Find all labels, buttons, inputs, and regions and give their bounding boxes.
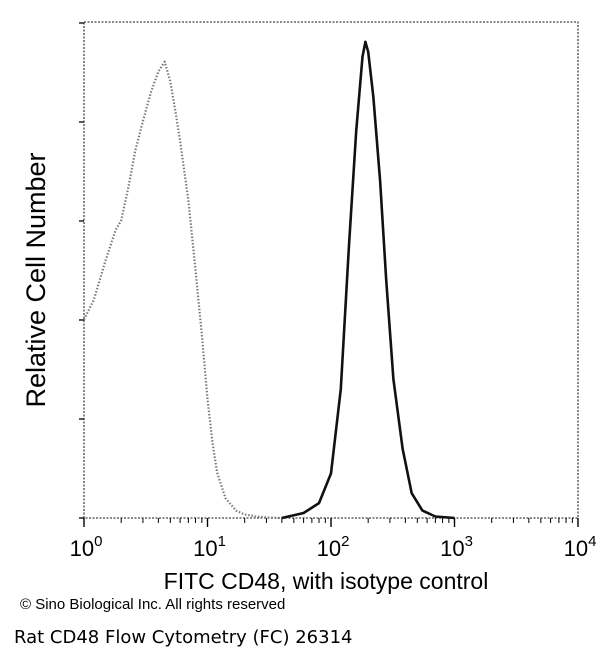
x-tick-exponent: 0 — [94, 533, 102, 550]
x-tick-exponent: 3 — [465, 533, 473, 550]
copyright-notice: © Sino Biological Inc. All rights reserv… — [20, 596, 286, 613]
x-tick-label: 100 — [70, 533, 103, 561]
x-tick-base: 10 — [564, 536, 588, 561]
x-tick-base: 10 — [193, 536, 217, 561]
x-tick-exponent: 2 — [341, 533, 349, 550]
x-tick-label: 102 — [317, 533, 350, 561]
series-isotype-control-line — [83, 60, 282, 520]
x-tick-base: 10 — [317, 536, 341, 561]
x-axis-tick-labels: 100 101 102 103 104 — [70, 533, 597, 561]
x-axis-ticks — [83, 518, 579, 527]
plot-frame — [83, 21, 579, 519]
y-axis-title: Relative Cell Number — [21, 152, 51, 407]
x-tick-base: 10 — [440, 536, 464, 561]
figure-caption: Rat CD48 Flow Cytometry (FC) 26314 — [14, 627, 353, 648]
x-tick-label: 101 — [193, 533, 226, 561]
x-tick-label: 103 — [440, 533, 473, 561]
y-axis-ticks — [79, 22, 84, 519]
x-tick-exponent: 1 — [218, 533, 226, 550]
series-layer — [83, 40, 455, 520]
x-tick-exponent: 4 — [588, 533, 596, 550]
x-tick-base: 10 — [70, 536, 94, 561]
x-axis-title: FITC CD48, with isotype control — [164, 568, 489, 594]
series-fitc-cd48-line — [281, 40, 455, 520]
x-tick-label: 104 — [564, 533, 597, 561]
